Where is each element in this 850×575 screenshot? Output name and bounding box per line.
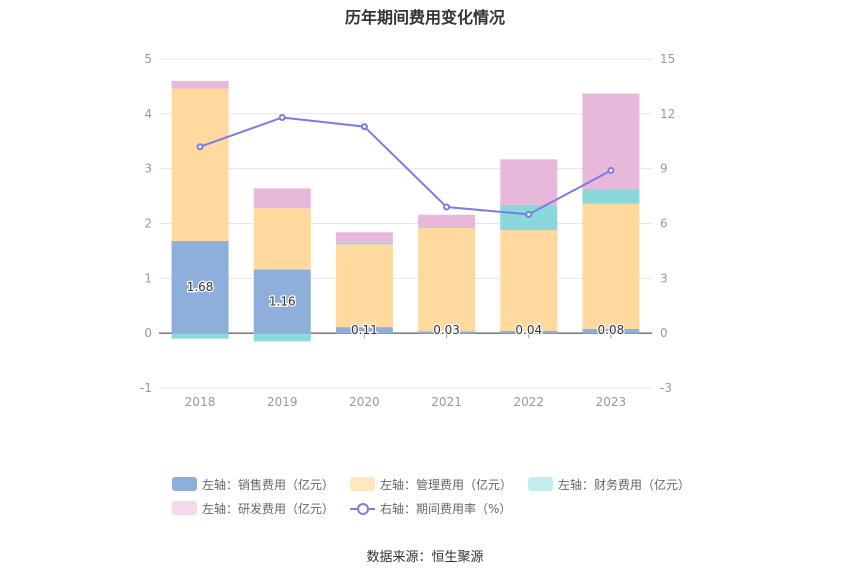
- chart-plot: 5 4 3 2 1 0 -1 15 12 9 6 3 0 -3 2018 2019 2020 2021 2022 20…: [140, 52, 675, 409]
- legend-item-rd[interactable]: 左轴：研发费用（亿元）: [172, 500, 334, 517]
- data-label-sales: 0.04: [515, 323, 542, 337]
- left-axis-tick-label: -1: [140, 381, 152, 395]
- legend-label-admin: 左轴：管理费用（亿元）: [380, 477, 513, 492]
- legend-item-finance[interactable]: 左轴：财务费用（亿元）: [528, 476, 690, 493]
- bar-rd: [500, 159, 558, 205]
- bar-admin: [418, 227, 476, 332]
- legend-swatch-sales: [172, 477, 197, 491]
- line-point-expense-rate: [278, 113, 286, 121]
- data-label-sales: 0.03: [433, 323, 460, 337]
- right-axis-tick-label: 3: [660, 271, 668, 285]
- bar-rd: [171, 80, 229, 89]
- bar-admin: [253, 208, 311, 270]
- legend-item-admin[interactable]: 左轴：管理费用（亿元）: [350, 476, 512, 493]
- left-axis-tick-label: 0: [144, 326, 152, 340]
- bar-sales: [335, 327, 393, 334]
- legend-label-rd: 左轴：研发费用（亿元）: [202, 501, 335, 516]
- legend-swatch-rd: [172, 501, 197, 515]
- line-expense-rate: [199, 116, 612, 216]
- right-axis-tick-label: 12: [660, 107, 675, 121]
- data-source: 数据来源：恒生聚源: [366, 550, 484, 565]
- x-axis-tick-label: 2023: [596, 395, 627, 409]
- left-axis-tick-label: 2: [144, 217, 152, 231]
- legend-swatch-finance: [528, 477, 554, 491]
- legend-line-marker-icon: [350, 501, 376, 515]
- bar-sales: [500, 330, 558, 334]
- data-label-sales: 0.08: [598, 323, 625, 337]
- right-axis-tick-label: 15: [660, 52, 675, 66]
- bar-rd: [335, 232, 393, 243]
- legend-item-sales[interactable]: 左轴：销售费用（亿元）: [172, 476, 334, 493]
- data-label-sales: 1.68: [187, 280, 214, 294]
- line-point-expense-rate: [443, 203, 451, 211]
- right-axis-tick-label: 6: [660, 217, 668, 231]
- bar-admin: [582, 203, 640, 329]
- right-axis-tick-label: -3: [660, 381, 672, 395]
- x-axis-tick-label: 2020: [349, 395, 380, 409]
- line-point-expense-rate: [525, 210, 533, 218]
- legend-item-rate[interactable]: 右轴：期间费用率（%）: [350, 500, 511, 517]
- bar-admin: [500, 230, 558, 331]
- left-axis-tick-label: 1: [144, 271, 152, 285]
- bar-admin: [171, 88, 229, 242]
- left-axis-tick-label: 4: [144, 107, 152, 121]
- legend-label-finance: 左轴：财务费用（亿元）: [558, 477, 691, 492]
- bar-rd: [253, 188, 311, 209]
- x-axis-tick-label: 2022: [513, 395, 544, 409]
- line-point-expense-rate: [360, 123, 368, 131]
- bar-finance: [335, 242, 393, 245]
- bar-rd: [418, 214, 476, 227]
- right-axis-tick-label: 9: [660, 162, 668, 176]
- x-axis-tick-label: 2019: [267, 395, 298, 409]
- x-axis-tick-label: 2021: [431, 395, 462, 409]
- left-axis-tick-label: 5: [144, 52, 152, 66]
- right-axis-tick-label: 0: [660, 326, 668, 340]
- bar-sales: [171, 241, 229, 334]
- bar-sales: [418, 331, 476, 334]
- bar-admin: [335, 244, 393, 328]
- bar-finance: [171, 333, 229, 339]
- line-point-expense-rate: [196, 143, 204, 151]
- bar-finance: [418, 226, 476, 228]
- bar-finance: [582, 188, 640, 204]
- x-axis-tick-label: 2018: [185, 395, 216, 409]
- legend: 左轴：销售费用（亿元） 左轴：管理费用（亿元） 左轴：财务费用（亿元） 左轴：研…: [172, 472, 692, 520]
- legend-label-rate: 右轴：期间费用率（%）: [380, 501, 512, 516]
- data-label-sales: 0.11: [351, 323, 378, 337]
- bar-sales: [253, 269, 311, 334]
- legend-swatch-admin: [350, 477, 376, 491]
- line-point-expense-rate: [607, 166, 615, 174]
- legend-label-sales: 左轴：销售费用（亿元）: [202, 477, 335, 492]
- data-label-sales: 1.16: [269, 294, 296, 308]
- bar-finance: [253, 333, 311, 342]
- left-axis-tick-label: 3: [144, 162, 152, 176]
- bar-rd: [582, 93, 640, 189]
- bar-sales: [582, 328, 640, 334]
- chart-title: 历年期间费用变化情况: [344, 8, 505, 27]
